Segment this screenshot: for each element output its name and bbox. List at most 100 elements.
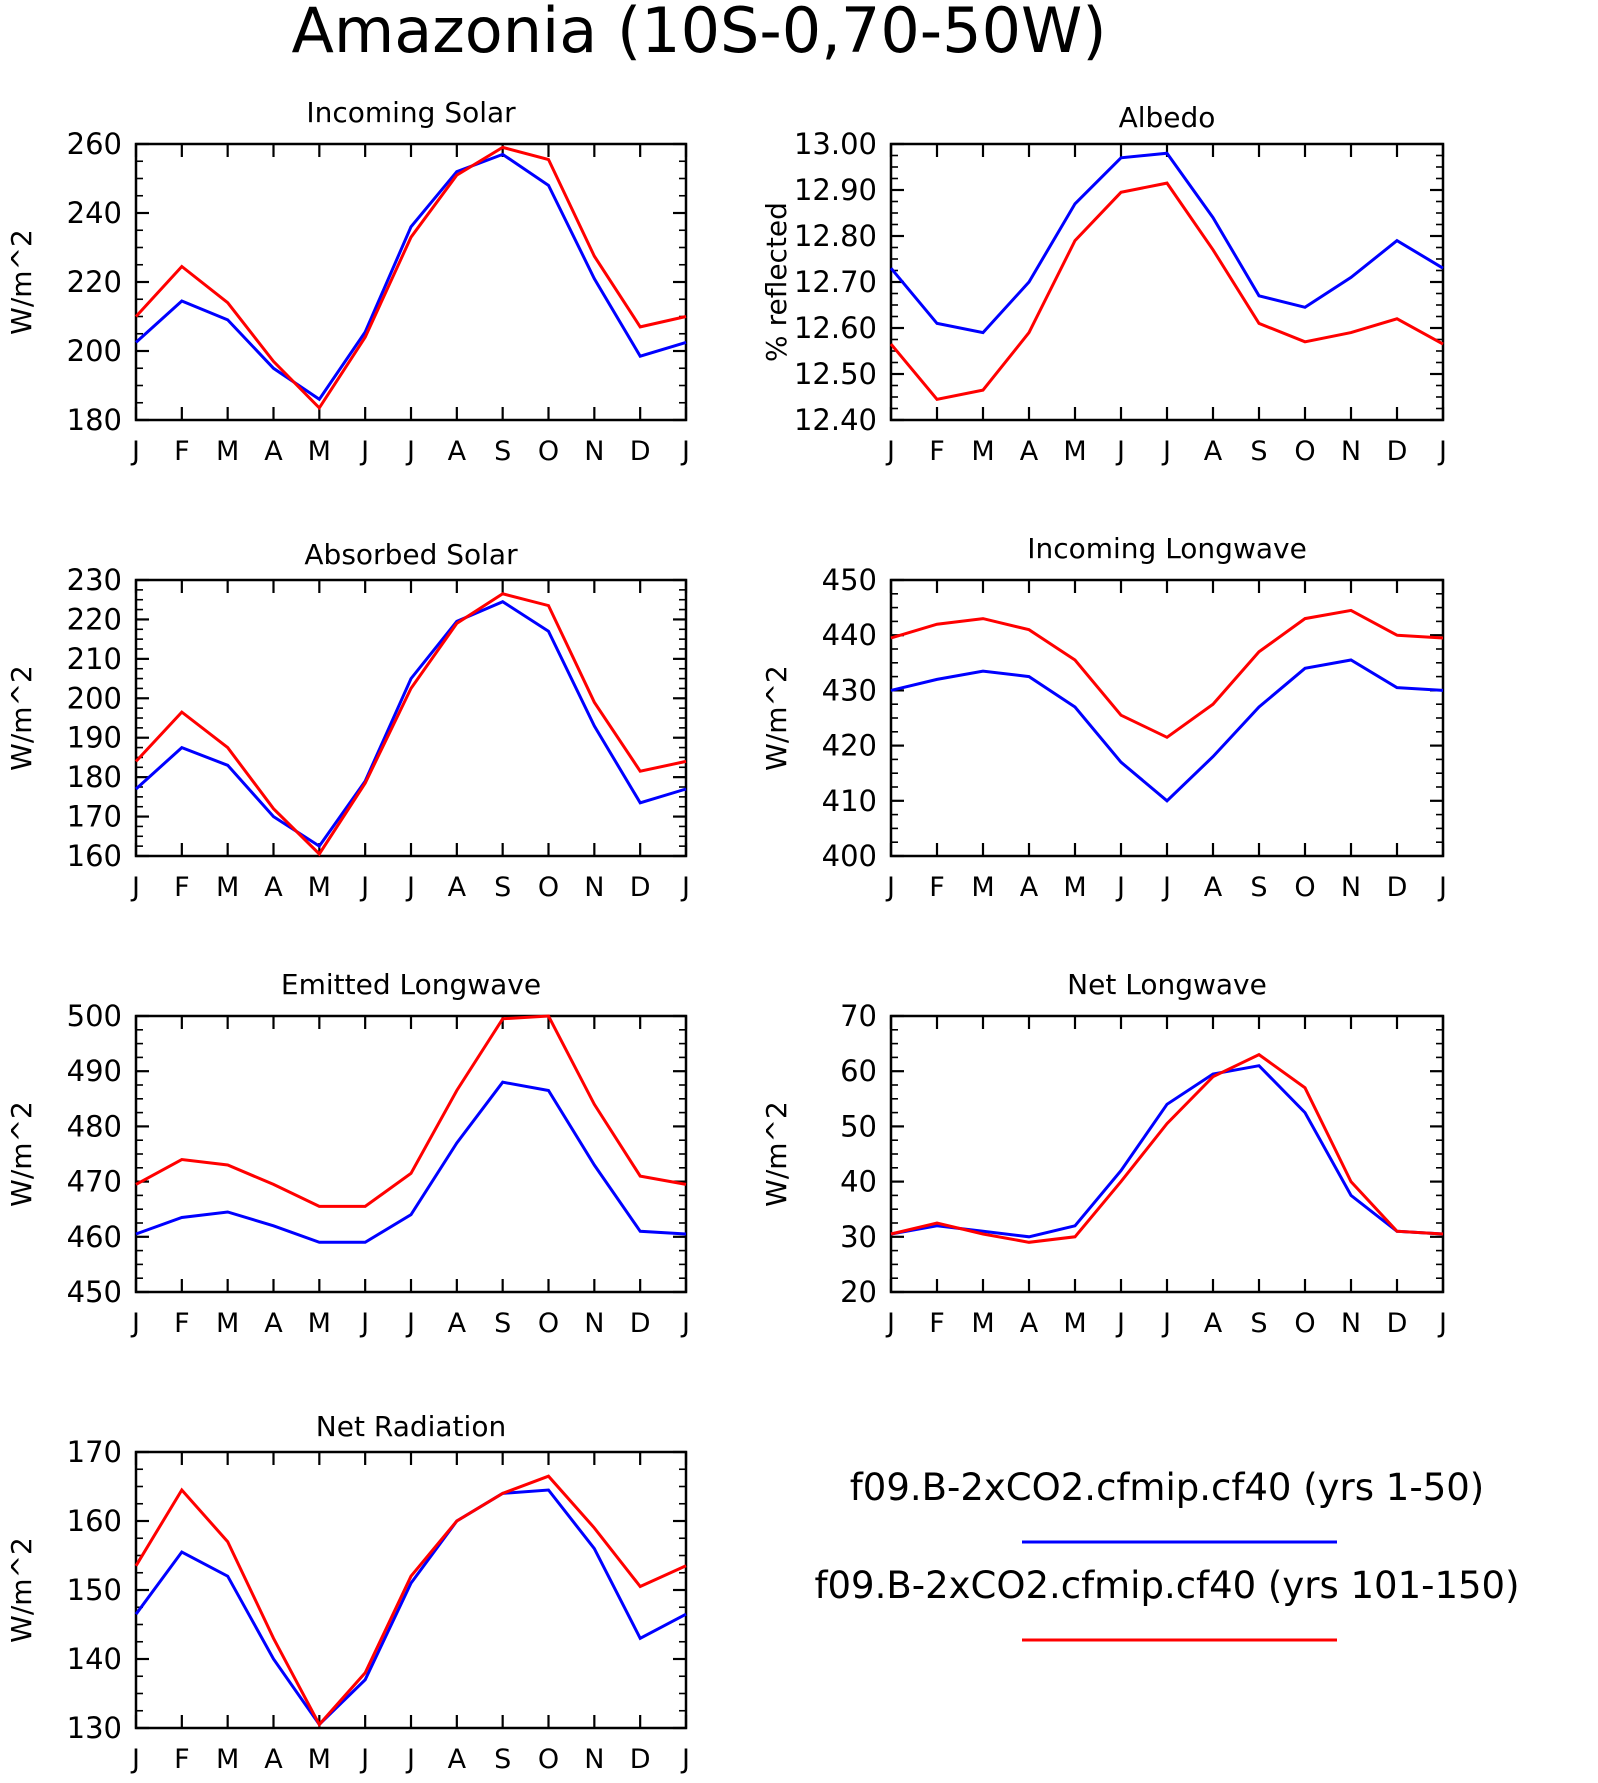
y-tick-label: 210	[67, 642, 122, 676]
plot-frame	[134, 142, 688, 422]
y-tick-label: 240	[67, 196, 122, 230]
plot-frame	[134, 1014, 688, 1294]
series-line-0	[889, 151, 1444, 335]
x-tick-label: D	[630, 1744, 651, 1775]
x-tick-label: N	[584, 436, 604, 467]
y-tick-label: 50	[840, 1109, 877, 1143]
y-tick-label: 12.90	[794, 173, 877, 207]
y-axis-label: W/m^2	[760, 1101, 793, 1207]
x-tick-label: A	[1020, 1308, 1039, 1339]
legend: f09.B-2xCO2.cfmip.cf40 (yrs 1-50) f09.B-2…	[814, 1466, 1520, 1642]
x-tick-label: A	[264, 1744, 283, 1775]
y-tick-label: 430	[822, 673, 877, 707]
y-tick-label: 160	[67, 839, 122, 873]
panel-1: J F M A M J J A S O N D J12.4012.5012.6012.7012.8012…	[760, 101, 1447, 467]
x-tick-label: J	[1437, 1308, 1447, 1339]
x-tick-label: D	[630, 872, 651, 903]
x-tick-label: M	[216, 872, 239, 903]
panel-title: Absorbed Solar	[304, 538, 518, 571]
x-tick-label: J	[405, 436, 415, 467]
x-tick-label: A	[1020, 872, 1039, 903]
y-tick-label: 220	[67, 602, 122, 636]
x-tick-label: J	[1161, 436, 1171, 467]
x-tick-label: A	[1204, 872, 1223, 903]
x-tick-label: J	[130, 1744, 140, 1775]
y-tick-label: 13.00	[794, 127, 877, 161]
x-tick-label: O	[1294, 1308, 1315, 1339]
panel-title: Net Radiation	[316, 1410, 506, 1443]
series-line-0	[890, 1064, 1444, 1239]
series-line-0	[134, 152, 687, 402]
x-tick-label: J	[359, 436, 369, 467]
x-tick-label: N	[1341, 872, 1361, 903]
y-tick-label: 200	[67, 334, 122, 368]
y-tick-label: 200	[67, 681, 122, 715]
x-tick-label: D	[1387, 872, 1408, 903]
x-tick-label: M	[308, 872, 331, 903]
x-tick-label: J	[130, 872, 140, 903]
x-tick-label: A	[448, 436, 467, 467]
x-tick-label: S	[1250, 1308, 1267, 1339]
x-tick-label: J	[885, 1308, 895, 1339]
y-tick-label: 460	[67, 1220, 122, 1254]
panel-title: Incoming Solar	[306, 96, 516, 129]
x-tick-label: F	[929, 1308, 945, 1339]
x-tick-label: N	[1341, 1308, 1361, 1339]
series-line-0	[890, 658, 1444, 803]
x-tick-label: J	[680, 1308, 690, 1339]
series-line-1	[134, 1474, 687, 1728]
series-line-0	[134, 1488, 687, 1727]
plot-frame	[134, 1450, 688, 1730]
x-tick-label: S	[494, 872, 511, 903]
x-tick-label: J	[885, 872, 895, 903]
y-tick-label: 12.40	[794, 403, 877, 437]
y-axis-label: W/m^2	[5, 665, 38, 771]
x-tick-label: A	[1204, 436, 1223, 467]
x-tick-label: D	[630, 436, 651, 467]
y-tick-label: 480	[67, 1109, 122, 1143]
x-tick-label: J	[1437, 436, 1447, 467]
y-tick-label: 490	[67, 1054, 122, 1088]
x-tick-label: A	[448, 1744, 467, 1775]
y-tick-label: 12.60	[794, 311, 877, 345]
y-tick-label: 180	[67, 760, 122, 794]
x-tick-label: J	[680, 1744, 690, 1775]
y-tick-label: 160	[67, 1504, 122, 1538]
x-tick-label: F	[174, 436, 190, 467]
x-tick-label: M	[971, 1308, 994, 1339]
x-tick-label: A	[448, 1308, 467, 1339]
y-tick-label: 260	[67, 127, 122, 161]
x-tick-label: S	[1250, 872, 1267, 903]
series-line-1	[890, 608, 1444, 740]
x-tick-label: M	[216, 1744, 239, 1775]
x-tick-label: M	[971, 436, 994, 467]
y-axis-label: W/m^2	[760, 665, 793, 771]
y-tick-label: 450	[67, 1275, 122, 1309]
panel-2: J F M A M J J A S O N D J160170180190200210220230Abs…	[5, 538, 690, 903]
y-tick-label: 470	[67, 1165, 122, 1199]
x-tick-label: J	[405, 1308, 415, 1339]
y-tick-label: 220	[67, 265, 122, 299]
x-tick-label: J	[1161, 1308, 1171, 1339]
x-tick-label: N	[1341, 436, 1361, 467]
series-line-0	[134, 600, 687, 849]
y-tick-label: 440	[822, 618, 877, 652]
x-tick-label: A	[1020, 436, 1039, 467]
x-tick-label: M	[308, 1308, 331, 1339]
x-tick-label: J	[405, 872, 415, 903]
y-axis-label: W/m^2	[5, 229, 38, 335]
x-tick-label: J	[130, 436, 140, 467]
y-tick-label: 400	[822, 839, 877, 873]
y-axis-label: W/m^2	[5, 1537, 38, 1643]
y-tick-label: 170	[67, 1435, 122, 1469]
y-tick-label: 420	[822, 729, 877, 763]
x-tick-label: N	[584, 872, 604, 903]
y-tick-label: 170	[67, 800, 122, 834]
y-tick-label: 60	[840, 1054, 877, 1088]
legend-label-0: f09.B-2xCO2.cfmip.cf40 (yrs 1-50)	[850, 1466, 1484, 1509]
x-tick-label: D	[1387, 1308, 1408, 1339]
